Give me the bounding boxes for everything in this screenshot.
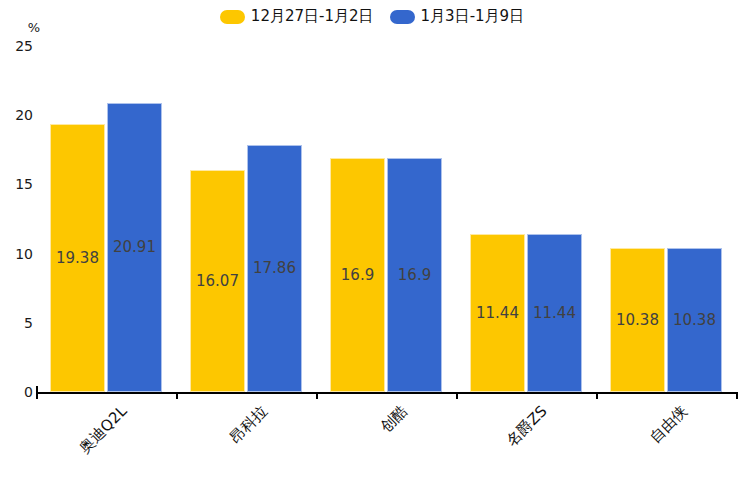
bar-series1-cat1: 17.86 <box>247 145 302 392</box>
plot-area: % 0 5 10 15 20 25 19.38 16.07 16.9 11.44 10.38 20.9… <box>0 0 744 496</box>
x-axis-line <box>36 392 738 394</box>
x-tick <box>176 392 178 399</box>
bar-series1-cat4: 10.38 <box>667 248 722 392</box>
bar-value-label: 11.44 <box>533 304 576 322</box>
x-category-label: 奥迪Q2L <box>76 402 132 458</box>
x-tick <box>596 392 598 399</box>
bar-value-label: 16.07 <box>196 272 239 290</box>
bar-value-label: 10.38 <box>673 311 716 329</box>
bar-series0-cat2: 16.9 <box>330 158 385 392</box>
bar-value-label: 10.38 <box>616 311 659 329</box>
bar-series0-cat0: 19.38 <box>50 124 105 392</box>
bar-value-label: 19.38 <box>56 249 99 267</box>
x-category-label: 创酷 <box>377 402 412 437</box>
x-tick <box>736 392 738 399</box>
x-category-label: 名爵ZS <box>503 402 552 451</box>
x-category-label: 昂科拉 <box>226 402 271 447</box>
axis-corner-tick <box>36 386 38 399</box>
x-category-label: 自由侠 <box>646 402 691 447</box>
y-tick-label: 20 <box>0 106 33 124</box>
grouped-bar-chart: 12月27日-1月2日1月3日-1月9日 % 051015202519.3816… <box>0 0 744 496</box>
bar-value-label: 16.9 <box>398 266 431 284</box>
bar-series0-cat3: 11.44 <box>470 234 525 392</box>
y-tick-label: 5 <box>0 314 33 332</box>
bar-series1-cat3: 11.44 <box>527 234 582 392</box>
y-axis-unit-label: % <box>22 20 46 35</box>
y-tick-label: 10 <box>0 245 33 263</box>
x-tick <box>456 392 458 399</box>
bar-value-label: 16.9 <box>341 266 374 284</box>
bar-value-label: 17.86 <box>253 259 296 277</box>
bar-series0-cat1: 16.07 <box>190 170 245 392</box>
bar-value-label: 11.44 <box>476 304 519 322</box>
x-tick <box>316 392 318 399</box>
y-tick-label: 0 <box>0 383 33 401</box>
bar-series1-cat0: 20.91 <box>107 103 162 392</box>
bar-series1-cat2: 16.9 <box>387 158 442 392</box>
y-tick-label: 25 <box>0 37 33 55</box>
y-tick-label: 15 <box>0 175 33 193</box>
bar-series0-cat4: 10.38 <box>610 248 665 392</box>
bar-value-label: 20.91 <box>113 238 156 256</box>
